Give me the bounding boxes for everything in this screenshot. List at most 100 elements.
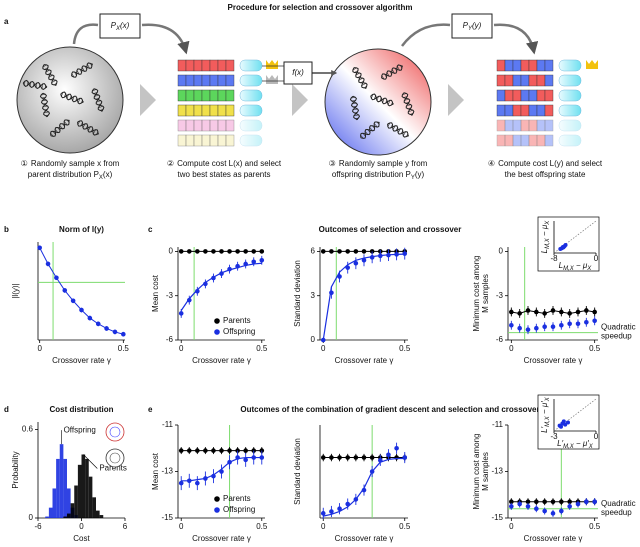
dna-strand	[43, 64, 57, 86]
dna-rung	[43, 111, 49, 114]
cost-capsule	[239, 134, 263, 147]
inset-tick-label: -8	[550, 254, 558, 263]
gene-segment	[544, 119, 554, 132]
data-point	[386, 452, 391, 458]
inset-y-label-part: X	[545, 220, 551, 226]
inset-point	[559, 424, 563, 429]
data-point	[345, 265, 351, 270]
legend-label: Offspring	[223, 505, 255, 514]
inset-y-label-part: − μ′	[540, 401, 549, 417]
x-axis-label: Crossover rate γ	[335, 534, 394, 543]
step-chevron	[292, 84, 308, 116]
data-point	[361, 487, 367, 493]
data-point	[329, 290, 334, 296]
gene-segment	[209, 89, 219, 102]
data-point	[79, 307, 84, 313]
data-point	[62, 288, 68, 293]
data-point	[54, 275, 59, 281]
legend-marker	[214, 318, 220, 324]
cost-capsule	[558, 74, 582, 87]
gene-segment	[209, 134, 219, 147]
data-point	[534, 506, 539, 512]
data-point	[567, 504, 572, 509]
data-point	[550, 511, 556, 516]
hist-bar	[81, 454, 86, 518]
series-line	[39, 247, 124, 335]
gene-segment	[520, 119, 530, 132]
gene-segment	[225, 89, 235, 102]
gene-segment	[504, 134, 514, 147]
data-point	[377, 458, 383, 463]
gene-segment	[536, 104, 546, 117]
inset-x-label: L′M,X − μ′X	[557, 439, 594, 449]
y-axis-label: Mean cost	[151, 274, 160, 312]
data-point	[559, 499, 564, 505]
hist-bar	[77, 464, 82, 518]
hist-bar	[63, 458, 67, 518]
x-tick-label: 0	[79, 522, 84, 531]
cost-capsule	[558, 134, 582, 147]
x-tick-label: 0.5	[399, 522, 411, 531]
x-axis-label: Crossover rate γ	[52, 356, 111, 365]
flow-arrow	[401, 23, 451, 47]
data-point	[592, 318, 597, 324]
data-point	[329, 509, 334, 514]
distribution-label-part: (x)	[120, 21, 130, 30]
gene-segment	[520, 134, 530, 147]
step-caption: ① Randomly sample x from	[21, 159, 120, 168]
data-point	[542, 508, 547, 514]
data-point	[337, 455, 342, 460]
hist-bar	[45, 516, 49, 518]
step-caption-part: offspring distribution P	[332, 170, 411, 179]
gene-segment	[504, 119, 514, 132]
chart-title: Norm of l(y)	[59, 225, 104, 234]
data-point	[575, 321, 581, 327]
x-tick-label: 0.5	[118, 344, 130, 353]
data-point	[386, 252, 391, 258]
data-point	[235, 249, 240, 254]
step-caption-part: Y	[411, 175, 415, 181]
inset-y-label: LM,X − μX	[540, 220, 550, 254]
data-point	[195, 480, 200, 486]
gene-segment	[193, 104, 203, 117]
y-tick-label: -3	[166, 291, 174, 300]
hist-bar	[67, 513, 71, 518]
y-tick-label: -6	[166, 335, 174, 344]
gene-segment	[512, 104, 522, 117]
group-title: Outcomes of selection and crossover	[319, 225, 462, 234]
gene-segment	[496, 104, 506, 117]
data-point	[243, 249, 248, 254]
y-tick-label: 0	[311, 335, 316, 344]
y-tick-label: -11	[492, 420, 504, 429]
gene-segment	[528, 59, 538, 72]
dna-icon	[360, 121, 380, 139]
data-point	[251, 455, 257, 460]
hist-bar	[74, 485, 78, 518]
x-tick-label: 0	[179, 522, 184, 531]
data-point	[195, 249, 200, 254]
gene-segment	[185, 59, 195, 72]
data-point	[259, 455, 265, 460]
gene-segment	[536, 134, 546, 147]
data-point	[525, 308, 531, 313]
inset-x-label-part: − μ	[574, 261, 588, 270]
hist-bar	[67, 488, 71, 518]
step-caption: two best states as parents	[178, 170, 271, 179]
x-axis-label: Crossover rate γ	[192, 356, 251, 365]
gene-segment	[504, 59, 514, 72]
gene-segment	[520, 59, 530, 72]
gene-segment	[193, 74, 203, 87]
gene-segment	[536, 74, 546, 87]
inset-x-label-part: − μ′	[574, 439, 590, 448]
inset-y-label-part: L	[540, 249, 549, 253]
data-point	[542, 324, 547, 330]
data-point	[251, 259, 257, 265]
data-point	[259, 257, 265, 263]
gene-segment	[209, 104, 219, 117]
dna-rung	[77, 98, 81, 104]
data-point	[509, 322, 514, 328]
step-text: Compute cost L(y) and select	[498, 159, 603, 168]
data-point	[121, 331, 126, 337]
step-chevron	[448, 84, 464, 116]
x-tick-label: 0.5	[256, 344, 268, 353]
